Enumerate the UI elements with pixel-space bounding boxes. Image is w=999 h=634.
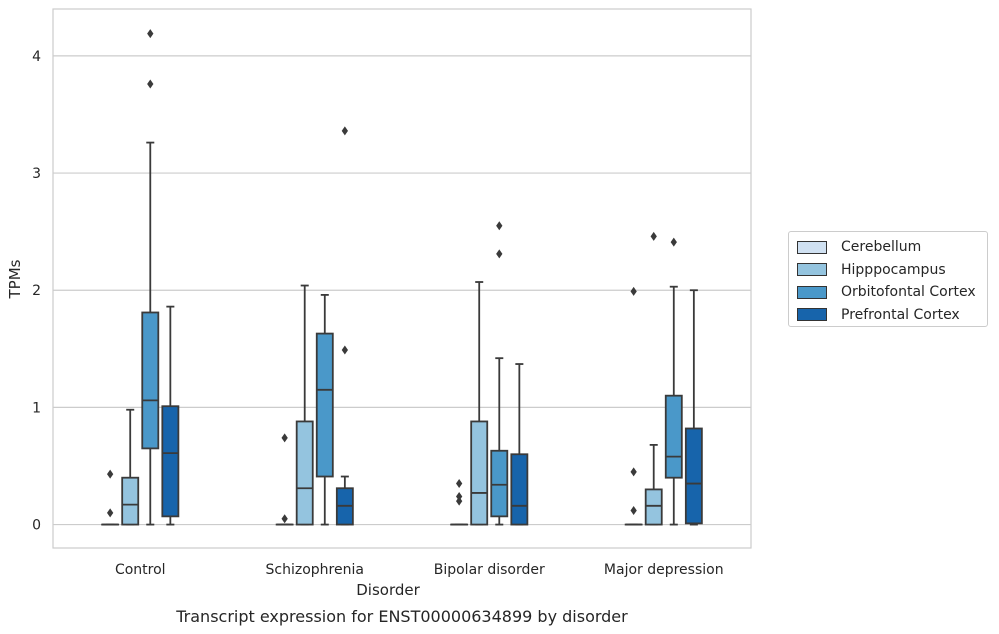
y-tick-label: 4 [32, 49, 41, 65]
box-iqr [510, 453, 529, 526]
outlier-point [281, 433, 288, 443]
y-tick-label: 1 [32, 400, 41, 416]
legend-item: Hipppocampus [797, 259, 979, 282]
box-hipppocampus [644, 231, 663, 526]
box-prefrontal-cortex [684, 289, 703, 526]
outlier-point [147, 29, 154, 39]
legend: Cerebellum Hipppocampus Orbitofontal Corte… [788, 231, 988, 327]
plot-area-frame [52, 8, 752, 549]
y-tick-label: 2 [32, 283, 41, 299]
legend-swatch [797, 308, 827, 322]
box-cerebellum [101, 469, 120, 526]
outlier-point [281, 514, 288, 524]
box-prefrontal-cortex [510, 363, 529, 526]
y-gridlines [53, 55, 751, 526]
y-tick-labels: 0 1 2 3 4 [32, 49, 41, 534]
legend-label: Prefrontal Cortex [841, 306, 960, 323]
box-hipppocampus [470, 281, 489, 526]
box-iqr [490, 449, 509, 518]
box-iqr [315, 332, 334, 478]
box-groups [101, 29, 703, 526]
legend-label: Cerebellum [841, 239, 922, 256]
outlier-point [341, 126, 349, 136]
outlier-point [630, 467, 637, 477]
legend-label: Orbitofontal Cortex [841, 284, 976, 301]
legend-item: Cerebellum [797, 236, 979, 259]
box-iqr [644, 488, 663, 526]
legend-item: Prefrontal Cortex [797, 304, 979, 327]
outlier-point [455, 491, 463, 501]
chart-caption: Transcript expression for ENST0000063489… [176, 607, 628, 626]
legend-item: Orbitofontal Cortex [797, 281, 979, 304]
y-tick-label: 0 [32, 518, 41, 534]
y-axis-label: TPMs [6, 259, 24, 299]
outlier-point [106, 469, 114, 479]
y-tick-label: 3 [32, 166, 41, 182]
legend-swatch [797, 285, 827, 299]
legend-swatch [797, 263, 827, 277]
outlier-point [341, 345, 349, 355]
outlier-point [630, 286, 637, 296]
box-cerebellum [624, 286, 643, 526]
x-tick-label: Major depression [604, 562, 724, 578]
box-hipppocampus [121, 408, 140, 526]
box-iqr [161, 405, 180, 518]
x-tick-label: Schizophrenia [266, 562, 364, 578]
outlier-point [496, 249, 503, 259]
outlier-point [106, 508, 114, 518]
x-tick-label: Control [115, 562, 166, 578]
box-iqr [295, 420, 314, 526]
x-axis-label: Disorder [356, 581, 420, 599]
outlier-point [455, 496, 463, 506]
box-cerebellum [275, 433, 294, 526]
box-iqr [121, 476, 140, 526]
outlier-point [496, 221, 503, 231]
box-iqr [141, 311, 160, 450]
box-iqr [470, 420, 489, 526]
box-cerebellum [450, 479, 469, 526]
box-iqr [684, 427, 703, 525]
box-iqr [664, 394, 683, 479]
x-tick-labels: Control Schizophrenia Bipolar disorder Majo… [115, 562, 724, 578]
x-tick-label: Bipolar disorder [434, 562, 545, 578]
outlier-point [455, 479, 463, 489]
box-hipppocampus [295, 284, 314, 526]
box-orbitofontal-cortex [490, 221, 509, 526]
legend-swatch [797, 240, 827, 254]
box-orbitofontal-cortex [141, 29, 160, 526]
outlier-point [147, 79, 154, 89]
outlier-point [650, 231, 657, 241]
outlier-point [630, 506, 637, 516]
box-prefrontal-cortex [161, 305, 180, 526]
legend-label: Hipppocampus [841, 261, 946, 278]
box-prefrontal-cortex [335, 126, 354, 526]
box-orbitofontal-cortex [664, 237, 683, 526]
box-orbitofontal-cortex [315, 294, 334, 526]
outlier-point [670, 237, 677, 247]
